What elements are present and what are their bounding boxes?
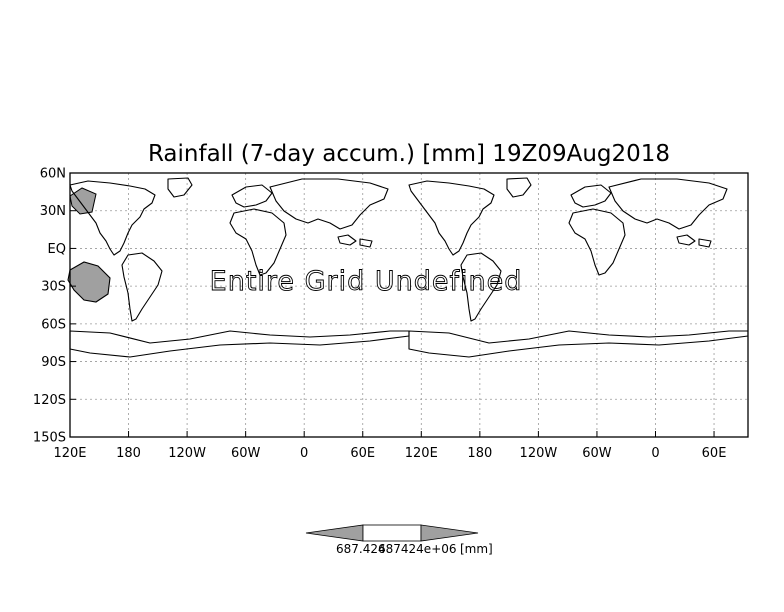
colorbar-middle-box [362,524,422,542]
lon-label: 60W [582,446,612,461]
lat-label: 30N [40,204,66,219]
lon-label: 0 [651,446,659,461]
undefined-grid-watermark: Entire Grid Undefined [210,266,523,297]
lon-label: 120E [53,446,86,461]
continents [60,150,784,457]
plot-background [70,173,748,437]
colorbar-label-min: 687.424 [336,542,386,556]
lon-label: 60W [231,446,261,461]
lon-label: 120W [168,446,206,461]
lon-label: 60E [350,446,375,461]
lat-label: 30S [41,280,66,295]
longitude-labels: 120E 180 120W 60W 0 60E 120E 180 120W 60W 0 60E [53,431,726,461]
lon-label: 120E [405,446,438,461]
lat-label: 60N [40,167,66,182]
colorbar-units: [mm] [460,542,493,556]
plot-frame [69,172,749,438]
lat-label: 150S [33,431,66,446]
asia-shaded-region [69,187,97,215]
map-title: Rainfall (7-day accum.) [mm] 19Z09Aug201… [148,141,670,167]
lon-label: 180 [116,446,141,461]
lat-label: 90S [41,355,66,370]
lon-label: 180 [467,446,492,461]
colorbar: 687.424 687424e+06 [mm] [305,524,493,556]
latitude-labels: 60N 30N EQ 30S 60S 90S 120S 150S [33,167,76,446]
colorbar-right-triangle [420,524,479,542]
australia-shaded-region [67,261,111,303]
lat-label: 120S [33,393,66,408]
lon-label: 120W [520,446,558,461]
lat-label: 60S [41,317,66,332]
lon-label: 60E [702,446,727,461]
lon-label: 0 [300,446,308,461]
colorbar-left-triangle [305,524,364,542]
colorbar-label-max: 687424e+06 [378,542,457,556]
lat-label: EQ [48,242,66,257]
